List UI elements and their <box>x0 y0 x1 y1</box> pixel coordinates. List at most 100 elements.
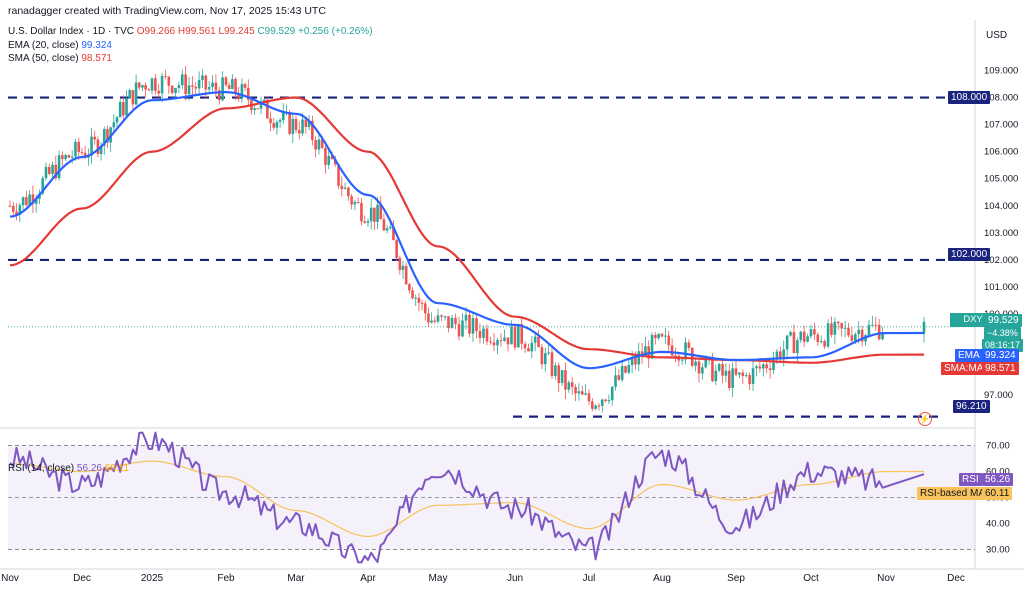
candle-body <box>823 341 826 347</box>
candle-body <box>288 111 291 134</box>
rsi-ma-legend-value: 60.11 <box>104 463 130 474</box>
candle-body <box>224 77 228 86</box>
candle-body <box>343 187 347 189</box>
candle-body <box>28 194 31 206</box>
lightning-icon[interactable]: ⚡ <box>918 412 932 426</box>
sma-legend-label: SMA (50, close) <box>8 53 79 64</box>
symbol-name: U.S. Dollar Index · 1D · TVC <box>8 26 134 37</box>
candle-body <box>411 290 414 299</box>
candle-body <box>170 85 174 93</box>
candle-body <box>160 75 164 94</box>
candle-body <box>782 349 786 360</box>
candle-body <box>83 152 87 158</box>
price-tag-countdown: 08:16:17 <box>982 339 1024 352</box>
candle-body <box>533 336 537 343</box>
price-tick-label: 108.000 <box>984 93 1018 104</box>
ohlc-low: L99.245 <box>218 26 255 37</box>
candle-body <box>93 136 97 140</box>
candle-body <box>125 98 128 116</box>
candle-body <box>711 356 714 382</box>
candle-body <box>144 85 147 90</box>
candle-body <box>420 302 424 304</box>
candle-body <box>620 366 624 380</box>
candle-body <box>697 361 701 374</box>
price-tag-value: 99.529 <box>985 314 1022 327</box>
candle-body <box>311 120 314 140</box>
candle-body <box>243 84 247 88</box>
candle-body <box>540 347 544 365</box>
candle-body <box>214 82 218 91</box>
candle-body <box>819 341 823 343</box>
candle-body <box>489 341 492 343</box>
candle-body <box>550 352 554 377</box>
candle-body <box>607 400 611 402</box>
price-tag: DXY <box>950 313 996 327</box>
candle-body <box>574 387 577 394</box>
candle-body <box>197 79 201 89</box>
candle-body <box>281 112 285 121</box>
candle-body <box>64 155 67 160</box>
level-108-tag: 108.000 <box>948 91 991 104</box>
level-102-tag: 102.000 <box>948 248 991 261</box>
candle-body <box>610 386 614 401</box>
candle-body <box>624 366 627 373</box>
candle-body <box>41 178 45 194</box>
candle-body <box>376 204 379 222</box>
candle-body <box>600 399 604 406</box>
candle-body <box>591 401 594 409</box>
candle-body <box>278 120 282 122</box>
candle-body <box>70 156 74 158</box>
rsi-legend-label: RSI (14, close) <box>8 463 75 474</box>
rsi-tick-label: 30.00 <box>986 544 1010 555</box>
candle-body <box>304 119 308 127</box>
time-axis-label: 2025 <box>141 573 164 584</box>
candle-body <box>922 321 926 334</box>
candle-body <box>630 357 634 366</box>
price-tick-label: 104.000 <box>984 201 1018 212</box>
candle-body <box>131 90 135 105</box>
candle-body <box>857 329 861 335</box>
candle-body <box>833 321 837 335</box>
candle-body <box>294 118 298 131</box>
candle-body <box>724 370 728 376</box>
candle-body <box>379 204 383 220</box>
candle-body <box>537 336 540 348</box>
candle-body <box>150 78 154 91</box>
candle-body <box>301 119 304 134</box>
candle-body <box>385 228 389 231</box>
candle-body <box>554 365 557 377</box>
candle-body <box>785 335 789 350</box>
price-tick-label: 106.000 <box>984 147 1018 158</box>
candle-body <box>373 207 376 222</box>
candle-body <box>802 331 806 342</box>
candle-body <box>816 334 820 342</box>
ema-line <box>9 91 925 370</box>
candle-body <box>727 370 731 388</box>
candle-body <box>530 342 534 352</box>
candle-body <box>408 284 411 291</box>
time-axis-label: Jun <box>507 573 523 584</box>
candle-body <box>350 196 353 205</box>
candle-body <box>430 320 433 323</box>
candle-body <box>115 117 119 123</box>
candle-body <box>799 331 803 341</box>
candle-body <box>485 328 489 342</box>
candle-body <box>128 90 132 99</box>
candle-body <box>330 155 334 160</box>
candle-body <box>840 323 843 329</box>
candle-body <box>674 355 677 357</box>
candle-body <box>266 99 269 119</box>
candle-body <box>604 399 607 402</box>
rsi-ma-tag-value: 60.11 <box>982 487 1013 500</box>
candle-body <box>307 120 311 127</box>
candle-body <box>664 335 667 337</box>
sma-tag: SMA:MA <box>941 362 987 375</box>
candle-body <box>744 375 748 377</box>
candle-body <box>564 370 567 390</box>
rsi-ma-tag: RSI-based MA <box>917 487 989 500</box>
candle-body <box>510 326 513 345</box>
candle-body <box>731 368 734 388</box>
candle-body <box>684 342 687 360</box>
ohlc-high: H99.561 <box>177 26 216 37</box>
candle-body <box>234 79 237 94</box>
